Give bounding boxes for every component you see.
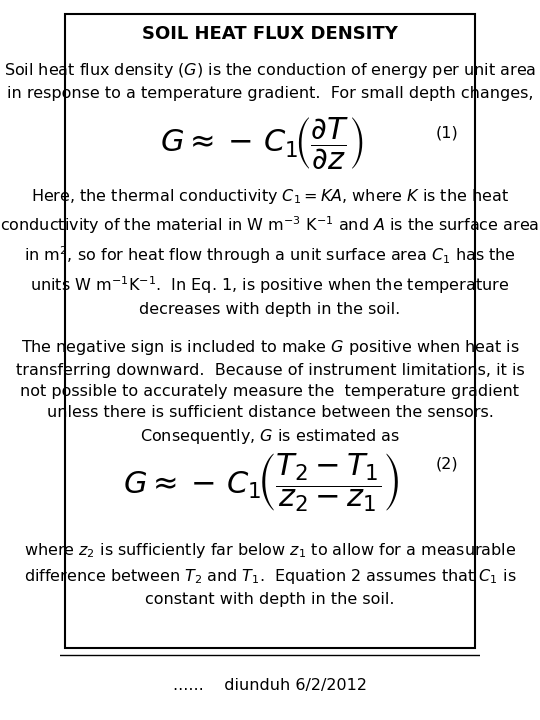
Text: (2): (2) xyxy=(436,457,458,472)
Text: $G \approx -\,C_1\!\left(\dfrac{T_2 - T_1}{z_2 - z_1}\right)$: $G \approx -\,C_1\!\left(\dfrac{T_2 - T_… xyxy=(123,451,400,514)
Text: The negative sign is included to make $G$ positive when heat is
transferring dow: The negative sign is included to make $G… xyxy=(16,338,524,446)
Text: where $z_2$ is sufficiently far below $z_1$ to allow for a measurable
difference: where $z_2$ is sufficiently far below $z… xyxy=(24,541,516,608)
Text: Here, the thermal conductivity $C_1 = KA$, where $K$ is the heat
conductivity of: Here, the thermal conductivity $C_1 = KA… xyxy=(1,187,539,318)
Text: SOIL HEAT FLUX DENSITY: SOIL HEAT FLUX DENSITY xyxy=(142,25,398,43)
Text: $G \approx -\,C_1\!\left(\dfrac{\partial T}{\partial z}\right)$: $G \approx -\,C_1\!\left(\dfrac{\partial… xyxy=(160,116,363,172)
Text: Soil heat flux density ($G$) is the conduction of energy per unit area
in respon: Soil heat flux density ($G$) is the cond… xyxy=(4,61,536,102)
Text: (1): (1) xyxy=(436,126,458,140)
Text: ......    diunduh 6/2/2012: ...... diunduh 6/2/2012 xyxy=(173,678,367,693)
